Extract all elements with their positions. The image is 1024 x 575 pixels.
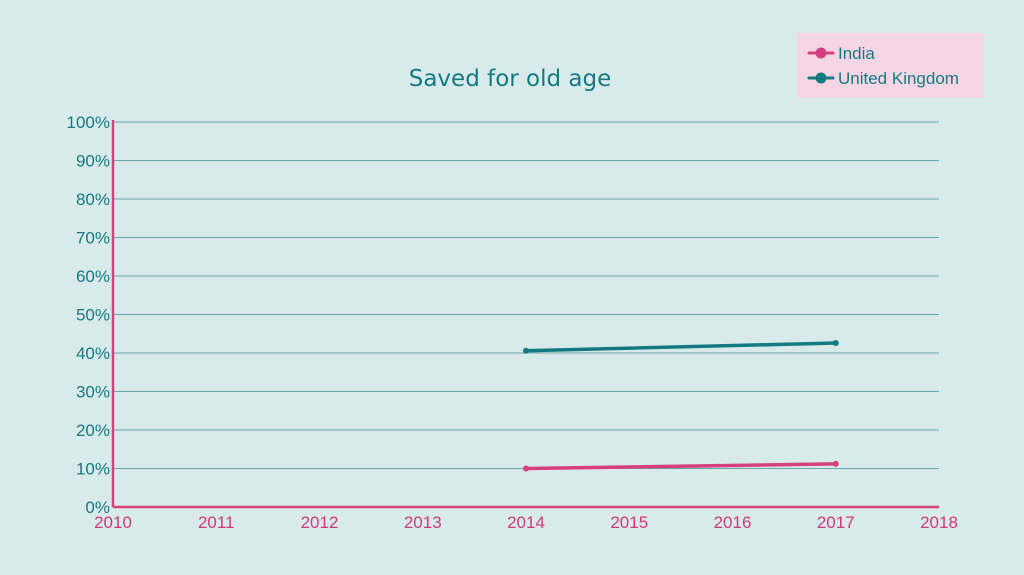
data-point — [523, 465, 529, 472]
legend: India United Kingdom — [797, 33, 984, 98]
x-tick-label: 2010 — [94, 513, 132, 532]
y-tick-label: 70% — [76, 229, 110, 248]
series-india — [523, 460, 839, 472]
data-point — [832, 339, 839, 346]
y-axis-ticks: 0% 10% 20% 30% 40% 50% 60% 70% 80% 90% 100% — [67, 113, 110, 517]
y-tick-label: 90% — [76, 152, 110, 171]
legend-item: India — [807, 44, 875, 63]
chart-title: Saved for old age — [409, 66, 612, 92]
series-line — [524, 462, 838, 471]
y-tick-label: 60% — [76, 267, 110, 286]
y-tick-label: 10% — [76, 460, 110, 479]
x-tick-label: 2016 — [714, 513, 752, 532]
y-tick-label: 40% — [76, 344, 110, 363]
series-lines — [523, 339, 839, 472]
x-tick-label: 2013 — [404, 513, 442, 532]
x-tick-label: 2011 — [198, 513, 235, 532]
y-tick-label: 30% — [76, 383, 110, 402]
y-tick-label: 50% — [76, 306, 110, 325]
x-axis-ticks: 2010 2011 2012 2013 2014 2015 2016 2017 2018 — [94, 513, 958, 532]
series-united-kingdom — [523, 339, 839, 354]
x-tick-label: 2012 — [301, 513, 339, 532]
y-tick-label: 20% — [76, 421, 110, 440]
legend-swatch-marker — [815, 72, 827, 84]
axes — [111, 120, 939, 509]
y-tick-label: 0% — [85, 498, 110, 517]
legend-label: India — [838, 44, 875, 63]
x-tick-label: 2015 — [610, 513, 648, 532]
legend-box — [797, 33, 984, 98]
legend-label: United Kingdom — [838, 69, 959, 88]
data-point — [832, 460, 839, 467]
x-tick-label: 2017 — [817, 513, 855, 532]
data-point — [523, 347, 529, 354]
series-line — [524, 341, 838, 353]
x-tick-label: 2018 — [920, 513, 958, 532]
legend-swatch-marker — [815, 47, 827, 59]
gridlines — [113, 121, 939, 469]
x-tick-label: 2014 — [507, 513, 545, 532]
y-tick-label: 100% — [67, 113, 110, 132]
legend-item: United Kingdom — [807, 69, 959, 88]
y-tick-label: 80% — [76, 190, 110, 209]
